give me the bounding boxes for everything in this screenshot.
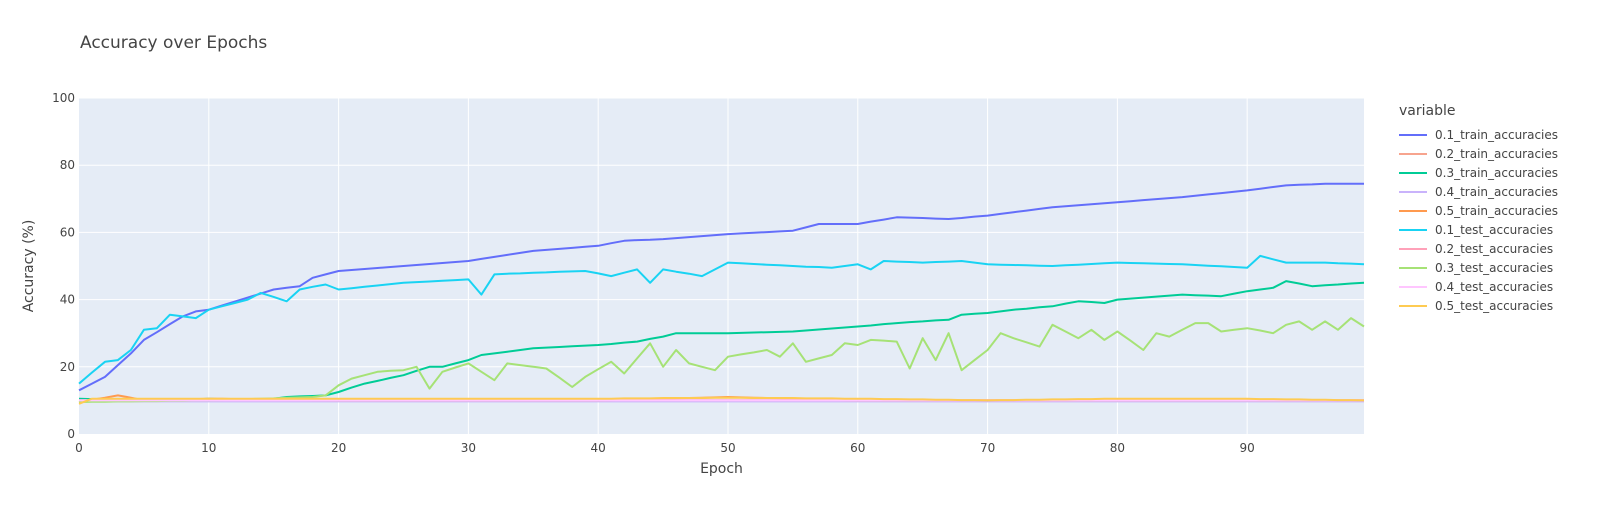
grid-lines [79, 97, 1364, 434]
legend-swatch [1399, 266, 1427, 269]
legend-label: 0.1_train_accuracies [1435, 127, 1559, 142]
legend-swatch [1399, 304, 1427, 307]
legend-item-0.1_test_accuracies[interactable]: 0.1_test_accuracies [1399, 220, 1604, 239]
legend-label: 0.3_train_accuracies [1435, 165, 1559, 180]
y-tick-label: 40 [60, 293, 75, 307]
legend-label: 0.3_test_accuracies [1435, 260, 1554, 275]
legend-item-0.1_train_accuracies[interactable]: 0.1_train_accuracies [1399, 125, 1604, 144]
x-tick-label: 50 [720, 441, 735, 455]
legend-swatch [1399, 228, 1427, 231]
legend-label: 0.5_test_accuracies [1435, 298, 1554, 313]
legend-item-0.3_test_accuracies[interactable]: 0.3_test_accuracies [1399, 258, 1604, 277]
x-tick-label: 80 [1110, 441, 1125, 455]
x-axis-ticks: 0 10 20 30 40 50 60 70 80 90 [75, 441, 1255, 455]
x-tick-label: 0 [75, 441, 83, 455]
legend-swatch [1399, 247, 1427, 250]
legend-item-0.2_train_accuracies[interactable]: 0.2_train_accuracies [1399, 144, 1604, 163]
y-tick-label: 60 [60, 225, 75, 239]
legend-swatch [1399, 152, 1427, 155]
x-axis-title: Epoch [700, 461, 743, 477]
legend-swatch [1399, 171, 1427, 174]
y-axis-title: Accuracy (%) [21, 220, 37, 313]
series-line-0.1_train_accuracies [78, 182, 1364, 392]
legend-item-0.4_test_accuracies[interactable]: 0.4_test_accuracies [1399, 277, 1604, 296]
y-tick-label: 80 [60, 158, 75, 172]
legend-label: 0.2_train_accuracies [1435, 146, 1559, 161]
x-tick-label: 10 [201, 441, 216, 455]
legend-item-0.4_train_accuracies[interactable]: 0.4_train_accuracies [1399, 182, 1604, 201]
legend-item-0.3_train_accuracies[interactable]: 0.3_train_accuracies [1399, 163, 1604, 182]
x-tick-label: 70 [980, 441, 995, 455]
legend-swatch [1399, 285, 1427, 288]
x-tick-label: 20 [331, 441, 346, 455]
series-line-0.5_test_accuracies [78, 396, 1365, 405]
series-line-0.1_test_accuracies [78, 254, 1365, 385]
legend-title: variable [1399, 103, 1456, 119]
legend-item-0.2_test_accuracies[interactable]: 0.2_test_accuracies [1399, 239, 1604, 258]
legend-label: 0.4_test_accuracies [1435, 279, 1554, 294]
legend-item-0.5_test_accuracies[interactable]: 0.5_test_accuracies [1399, 296, 1604, 315]
legend-item-0.5_train_accuracies[interactable]: 0.5_train_accuracies [1399, 201, 1604, 220]
y-tick-label: 0 [67, 427, 75, 441]
legend: variable 0.1_train_accuracies 0.2_train_a… [1399, 103, 1604, 315]
y-tick-label: 20 [60, 360, 75, 374]
legend-swatch [1399, 190, 1427, 193]
legend-label: 0.4_train_accuracies [1435, 184, 1559, 199]
legend-label: 0.5_train_accuracies [1435, 203, 1559, 218]
chart-title: Accuracy over Epochs [80, 33, 268, 53]
x-tick-label: 40 [591, 441, 606, 455]
series-line-0.3_test_accuracies [78, 317, 1365, 404]
x-tick-label: 90 [1240, 441, 1255, 455]
legend-swatch [1399, 209, 1427, 212]
legend-label: 0.2_test_accuracies [1435, 241, 1554, 256]
y-tick-label: 100 [52, 91, 75, 105]
y-axis-ticks: 0 20 40 60 80 100 [52, 91, 75, 441]
legend-items: 0.1_train_accuracies 0.2_train_accuracies… [1399, 125, 1604, 315]
legend-label: 0.1_test_accuracies [1435, 222, 1554, 237]
legend-swatch [1399, 133, 1427, 136]
series-lines [78, 182, 1365, 405]
x-tick-label: 60 [850, 441, 865, 455]
x-tick-label: 30 [461, 441, 476, 455]
